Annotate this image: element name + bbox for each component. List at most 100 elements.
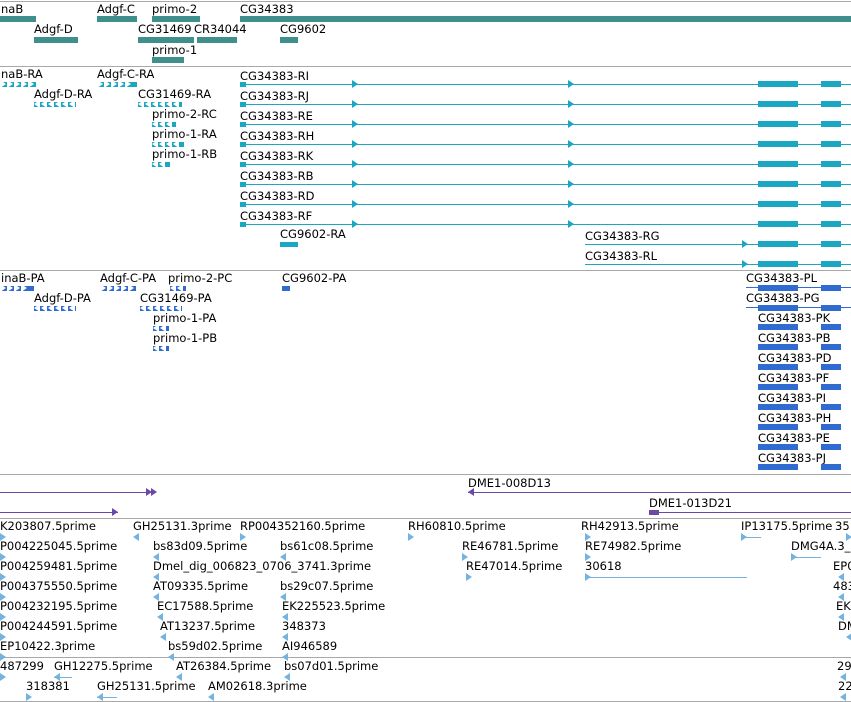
protein-glyph[interactable] <box>758 424 798 430</box>
exon-glyph[interactable] <box>758 201 798 207</box>
proteins-feature-label[interactable]: CG34383-PJ <box>758 451 827 465</box>
ests-feature-label[interactable]: AT13237.5prime <box>160 619 256 633</box>
transcript-intron-line[interactable] <box>240 184 851 185</box>
proteins-feature-label[interactable]: CG34383-PF <box>758 371 830 385</box>
ests-feature-label[interactable]: EK <box>836 599 851 613</box>
gene-glyph[interactable] <box>34 37 78 43</box>
ests-feature-label[interactable]: P004232195.5prime <box>0 599 118 613</box>
transcripts-feature-label[interactable]: CG9602-RA <box>280 227 346 241</box>
exon-glyph[interactable] <box>758 221 798 227</box>
ests-feature-label[interactable]: EK225523.5prime <box>282 599 386 613</box>
ests-feature-label[interactable]: 35 <box>835 519 850 533</box>
ests-feature-label[interactable]: IP13175.5prime <box>741 519 833 533</box>
proteins-feature-label[interactable]: CG34383-PD <box>758 351 832 365</box>
exon-glyph[interactable] <box>821 181 841 187</box>
ests-feature-label[interactable]: RE74982.5prime <box>585 539 682 553</box>
proteins-feature-label[interactable]: CG34383-PG <box>746 291 820 305</box>
exon-glyph[interactable] <box>240 222 246 227</box>
transcript-intron-line[interactable] <box>585 264 851 265</box>
ests-feature-label[interactable]: 30618 <box>585 559 622 573</box>
ests-feature-label[interactable]: EC17588.5prime <box>157 599 254 613</box>
ests-feature-label[interactable]: RE47014.5prime <box>466 559 563 573</box>
transcript-glyph[interactable] <box>280 242 298 247</box>
protein-glyph[interactable] <box>821 404 841 410</box>
transcript-intron-line[interactable] <box>240 144 851 145</box>
transcripts-feature-label[interactable]: CG34383-RD <box>240 189 315 203</box>
transcript-intron-line[interactable] <box>240 84 851 85</box>
ests-feature-label[interactable]: 22 <box>838 679 851 693</box>
transcripts-feature-label[interactable]: CG34383-RH <box>240 129 315 143</box>
protein-glyph[interactable] <box>821 344 841 350</box>
clone-line[interactable] <box>649 512 851 513</box>
genes-feature-label[interactable]: primo-2 <box>152 2 198 16</box>
proteins-feature-label[interactable]: CG31469-PA <box>140 291 212 305</box>
clones-feature-label[interactable]: DME1-008D13 <box>468 476 551 490</box>
exon-glyph[interactable] <box>758 241 798 247</box>
ests-feature-label[interactable]: bs61c08.5prime <box>280 539 374 553</box>
proteins-feature-label[interactable]: CG34383-PI <box>758 391 827 405</box>
ests-feature-label[interactable]: GH12275.5prime <box>54 659 153 673</box>
clone-glyph[interactable] <box>649 510 659 515</box>
est-line[interactable] <box>741 537 761 538</box>
genes-feature-label[interactable]: CR34044 <box>194 22 247 36</box>
ests-feature-label[interactable]: Dmel_dig_006823_0706_3741.3prime <box>153 559 372 573</box>
ests-feature-label[interactable]: AT09335.5prime <box>153 579 249 593</box>
gene-glyph[interactable] <box>138 37 194 43</box>
ests-feature-label[interactable]: 29 <box>837 659 851 673</box>
ests-feature-label[interactable]: AM02618.3prime <box>208 679 307 693</box>
clone-line[interactable] <box>0 512 118 513</box>
gene-glyph[interactable] <box>280 37 298 43</box>
ests-feature-label[interactable]: 487299 <box>0 659 44 673</box>
ests-feature-label[interactable]: GH25131.5prime <box>97 679 196 693</box>
transcripts-feature-label[interactable]: CG34383-RL <box>585 249 658 263</box>
exon-glyph[interactable] <box>821 121 841 127</box>
exon-glyph[interactable] <box>821 81 841 87</box>
proteins-feature-label[interactable]: CG34383-PE <box>758 431 830 445</box>
protein-glyph[interactable] <box>821 364 841 370</box>
exon-glyph[interactable] <box>758 181 798 187</box>
proteins-feature-label[interactable]: CG34383-PH <box>758 411 832 425</box>
ests-feature-label[interactable]: RH42913.5prime <box>581 519 679 533</box>
protein-glyph[interactable] <box>758 285 798 291</box>
exon-glyph[interactable] <box>821 241 841 247</box>
ests-feature-label[interactable]: AI946589 <box>282 639 338 653</box>
transcripts-feature-label[interactable]: CG34383-RJ <box>240 89 310 103</box>
protein-glyph[interactable] <box>758 384 798 390</box>
transcripts-feature-label[interactable]: naB-RA <box>1 67 43 81</box>
ests-feature-label[interactable]: bs83d09.5prime <box>153 539 248 553</box>
transcripts-feature-label[interactable]: CG34383-RB <box>240 169 314 183</box>
exon-glyph[interactable] <box>758 101 798 107</box>
transcripts-feature-label[interactable]: primo-2-RC <box>152 107 217 121</box>
exon-glyph[interactable] <box>821 141 841 147</box>
transcript-intron-line[interactable] <box>240 124 851 125</box>
genes-feature-label[interactable]: Adgf-C <box>97 2 135 16</box>
genes-feature-label[interactable]: CG31469 <box>138 22 192 36</box>
ests-feature-label[interactable]: bs07d01.5prime <box>284 659 379 673</box>
protein-glyph[interactable] <box>821 384 841 390</box>
transcript-intron-line[interactable] <box>240 204 851 205</box>
protein-glyph[interactable] <box>282 286 290 291</box>
proteins-feature-label[interactable]: CG34383-PB <box>758 331 831 345</box>
genes-feature-label[interactable]: naB <box>1 2 24 16</box>
exon-glyph[interactable] <box>240 162 246 167</box>
ests-feature-label[interactable]: RP004352160.5prime <box>240 519 366 533</box>
exon-glyph[interactable] <box>758 141 798 147</box>
proteins-feature-label[interactable]: Adgf-C-PA <box>100 271 157 285</box>
gene-glyph[interactable] <box>152 16 200 22</box>
proteins-feature-label[interactable]: CG9602-PA <box>282 271 347 285</box>
ests-feature-label[interactable]: GH25131.3prime <box>133 519 232 533</box>
ests-feature-label[interactable]: DM <box>838 619 851 633</box>
clone-line[interactable] <box>0 492 156 493</box>
gene-glyph[interactable] <box>152 57 184 63</box>
genes-feature-label[interactable]: CG9602 <box>280 22 327 36</box>
exon-glyph[interactable] <box>821 201 841 207</box>
est-line[interactable] <box>791 557 821 558</box>
exon-glyph[interactable] <box>821 101 841 107</box>
est-line[interactable] <box>585 577 747 578</box>
gene-glyph[interactable] <box>97 16 137 22</box>
protein-glyph[interactable] <box>821 444 841 450</box>
ests-feature-label[interactable]: P004225045.5prime <box>0 539 118 553</box>
transcripts-feature-label[interactable]: CG34383-RK <box>240 149 314 163</box>
ests-feature-label[interactable]: RH60810.5prime <box>408 519 506 533</box>
transcripts-feature-label[interactable]: CG31469-RA <box>138 87 212 101</box>
